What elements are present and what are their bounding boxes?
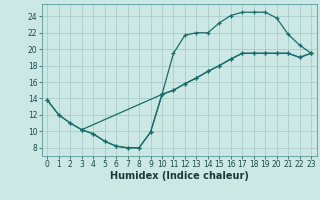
X-axis label: Humidex (Indice chaleur): Humidex (Indice chaleur) [110, 171, 249, 181]
